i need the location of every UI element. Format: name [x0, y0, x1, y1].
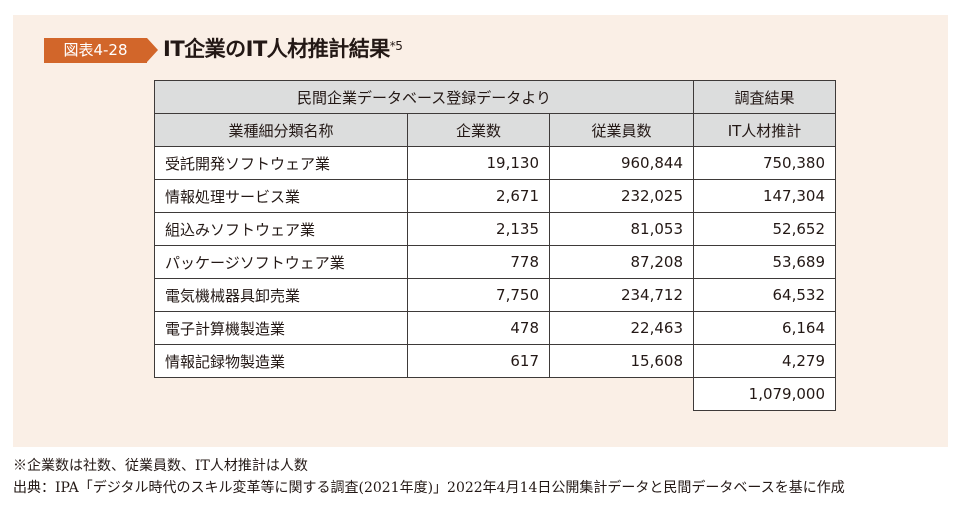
column-header-it-staff: IT人材推計	[693, 113, 836, 147]
source-label: 出典：	[13, 480, 55, 496]
company-count: 478	[407, 311, 550, 345]
blank-cell	[408, 378, 550, 411]
column-header-industry: 業種細分類名称	[154, 113, 408, 147]
table-row: 電子計算機製造業 478 22,463 6,164	[154, 311, 836, 345]
column-header-companies: 企業数	[407, 113, 550, 147]
table-row: 情報記録物製造業 617 15,608 4,279	[154, 344, 836, 378]
group-header-database: 民間企業データベース登録データより	[154, 80, 694, 114]
employee-count: 81,053	[549, 212, 694, 246]
company-count: 2,671	[407, 179, 550, 213]
employee-count: 22,463	[549, 311, 694, 345]
source-note: 出典： IPA「デジタル時代のスキル変革等に関する調査(2021年度)」2022…	[13, 477, 935, 499]
figure-number-badge: 図表4-28	[44, 38, 147, 63]
it-staff-estimate: 52,652	[693, 212, 836, 246]
badge-arrow-icon	[147, 38, 158, 62]
it-staff-estimate: 147,304	[693, 179, 836, 213]
table-row: 情報処理サービス業 2,671 232,025 147,304	[154, 179, 836, 213]
company-count: 778	[407, 245, 550, 279]
employee-count: 234,712	[549, 278, 694, 312]
industry-name: パッケージソフトウェア業	[154, 245, 408, 279]
table-row: 受託開発ソフトウェア業 19,130 960,844 750,380	[154, 146, 836, 180]
it-staff-total: 1,079,000	[693, 377, 836, 411]
industry-name: 情報記録物製造業	[154, 344, 408, 378]
figure-title-text: IT企業のIT人材推計結果	[163, 37, 390, 61]
company-count: 617	[407, 344, 550, 378]
total-row: 1,079,000	[155, 377, 836, 411]
unit-note: ※企業数は社数、従業員数、IT人材推計は人数	[13, 458, 308, 474]
footnote-marker: *5	[389, 39, 403, 53]
it-staff-table: 民間企業データベース登録データより 調査結果 業種細分類名称 企業数 従業員数 …	[154, 80, 836, 411]
it-staff-estimate: 53,689	[693, 245, 836, 279]
it-staff-estimate: 750,380	[693, 146, 836, 180]
company-count: 7,750	[407, 278, 550, 312]
blank-cell	[155, 378, 408, 411]
employee-count: 87,208	[549, 245, 694, 279]
table-row: 電気機械器具卸売業 7,750 234,712 64,532	[154, 278, 836, 312]
column-header-row: 業種細分類名称 企業数 従業員数 IT人材推計	[154, 113, 836, 147]
it-staff-estimate: 4,279	[693, 344, 836, 378]
industry-name: 電子計算機製造業	[154, 311, 408, 345]
it-staff-estimate: 6,164	[693, 311, 836, 345]
industry-name: 情報処理サービス業	[154, 179, 408, 213]
company-count: 19,130	[407, 146, 550, 180]
source-text: IPA「デジタル時代のスキル変革等に関する調査(2021年度)」2022年4月1…	[55, 480, 845, 496]
industry-name: 組込みソフトウェア業	[154, 212, 408, 246]
employee-count: 15,608	[549, 344, 694, 378]
blank-cell	[550, 378, 694, 411]
company-count: 2,135	[407, 212, 550, 246]
figure-title: IT企業のIT人材推計結果*5	[163, 34, 403, 64]
notes: ※企業数は社数、従業員数、IT人材推計は人数 出典： IPA「デジタル時代のスキ…	[13, 455, 935, 499]
group-header-row: 民間企業データベース登録データより 調査結果	[154, 80, 836, 114]
industry-name: 受託開発ソフトウェア業	[154, 146, 408, 180]
column-header-employees: 従業員数	[549, 113, 694, 147]
industry-name: 電気機械器具卸売業	[154, 278, 408, 312]
employee-count: 232,025	[549, 179, 694, 213]
it-staff-estimate: 64,532	[693, 278, 836, 312]
table-row: パッケージソフトウェア業 778 87,208 53,689	[154, 245, 836, 279]
employee-count: 960,844	[549, 146, 694, 180]
group-header-survey: 調査結果	[693, 80, 836, 114]
table-row: 組込みソフトウェア業 2,135 81,053 52,652	[154, 212, 836, 246]
